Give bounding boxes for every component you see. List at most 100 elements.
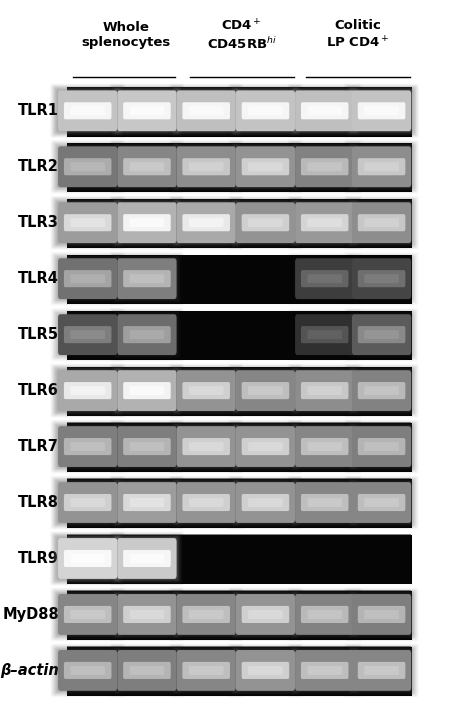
- FancyBboxPatch shape: [117, 426, 176, 467]
- FancyBboxPatch shape: [234, 425, 297, 469]
- FancyBboxPatch shape: [118, 147, 176, 186]
- FancyBboxPatch shape: [236, 91, 295, 131]
- FancyBboxPatch shape: [116, 89, 178, 132]
- FancyBboxPatch shape: [174, 424, 238, 469]
- FancyBboxPatch shape: [55, 535, 121, 582]
- FancyBboxPatch shape: [177, 147, 235, 186]
- FancyBboxPatch shape: [129, 666, 164, 675]
- FancyBboxPatch shape: [293, 480, 356, 525]
- FancyBboxPatch shape: [55, 88, 120, 134]
- FancyBboxPatch shape: [296, 91, 354, 130]
- FancyBboxPatch shape: [294, 650, 355, 691]
- FancyBboxPatch shape: [117, 146, 177, 187]
- FancyBboxPatch shape: [56, 145, 119, 189]
- FancyBboxPatch shape: [234, 481, 297, 524]
- FancyBboxPatch shape: [248, 498, 283, 507]
- FancyBboxPatch shape: [353, 483, 410, 522]
- FancyBboxPatch shape: [118, 539, 176, 578]
- FancyBboxPatch shape: [295, 314, 354, 355]
- FancyBboxPatch shape: [175, 202, 237, 244]
- FancyBboxPatch shape: [234, 480, 297, 525]
- FancyBboxPatch shape: [118, 371, 176, 410]
- FancyBboxPatch shape: [129, 218, 164, 228]
- FancyBboxPatch shape: [56, 201, 119, 244]
- FancyBboxPatch shape: [57, 426, 118, 467]
- FancyBboxPatch shape: [54, 535, 122, 582]
- FancyBboxPatch shape: [55, 200, 120, 246]
- FancyBboxPatch shape: [115, 593, 179, 636]
- FancyBboxPatch shape: [234, 369, 297, 412]
- FancyBboxPatch shape: [234, 89, 297, 132]
- FancyBboxPatch shape: [296, 483, 354, 522]
- FancyBboxPatch shape: [350, 201, 413, 245]
- FancyBboxPatch shape: [236, 91, 295, 131]
- FancyBboxPatch shape: [58, 314, 117, 355]
- FancyBboxPatch shape: [189, 162, 223, 171]
- FancyBboxPatch shape: [301, 382, 348, 399]
- FancyBboxPatch shape: [348, 87, 415, 134]
- FancyBboxPatch shape: [117, 315, 177, 355]
- FancyBboxPatch shape: [115, 89, 179, 132]
- FancyBboxPatch shape: [117, 426, 177, 467]
- FancyBboxPatch shape: [58, 258, 117, 299]
- FancyBboxPatch shape: [116, 537, 178, 580]
- FancyBboxPatch shape: [64, 270, 111, 287]
- FancyBboxPatch shape: [236, 146, 295, 187]
- FancyBboxPatch shape: [114, 368, 180, 413]
- FancyBboxPatch shape: [117, 91, 176, 131]
- FancyBboxPatch shape: [53, 534, 122, 582]
- FancyBboxPatch shape: [352, 594, 411, 634]
- FancyBboxPatch shape: [114, 536, 180, 582]
- FancyBboxPatch shape: [350, 369, 413, 412]
- FancyBboxPatch shape: [174, 144, 238, 189]
- FancyBboxPatch shape: [129, 274, 164, 283]
- FancyBboxPatch shape: [176, 370, 236, 411]
- FancyBboxPatch shape: [365, 274, 399, 283]
- FancyBboxPatch shape: [129, 162, 164, 171]
- Bar: [67, 366, 411, 415]
- FancyBboxPatch shape: [64, 382, 111, 399]
- FancyBboxPatch shape: [58, 426, 117, 467]
- FancyBboxPatch shape: [58, 146, 117, 187]
- FancyBboxPatch shape: [189, 107, 223, 115]
- FancyBboxPatch shape: [176, 426, 237, 467]
- FancyBboxPatch shape: [177, 483, 235, 522]
- FancyBboxPatch shape: [293, 89, 356, 132]
- FancyBboxPatch shape: [242, 214, 289, 231]
- FancyBboxPatch shape: [292, 200, 357, 246]
- FancyBboxPatch shape: [56, 89, 119, 132]
- FancyBboxPatch shape: [307, 666, 342, 675]
- FancyBboxPatch shape: [172, 87, 240, 135]
- FancyBboxPatch shape: [351, 426, 412, 467]
- FancyBboxPatch shape: [58, 594, 118, 634]
- FancyBboxPatch shape: [55, 536, 120, 582]
- FancyBboxPatch shape: [294, 202, 356, 244]
- FancyBboxPatch shape: [351, 482, 412, 523]
- FancyBboxPatch shape: [291, 87, 359, 135]
- FancyBboxPatch shape: [350, 649, 413, 692]
- FancyBboxPatch shape: [58, 650, 118, 690]
- FancyBboxPatch shape: [56, 425, 119, 469]
- Bar: [66, 198, 412, 248]
- FancyBboxPatch shape: [236, 370, 295, 411]
- FancyBboxPatch shape: [352, 202, 411, 243]
- FancyBboxPatch shape: [307, 218, 342, 228]
- FancyBboxPatch shape: [117, 538, 177, 579]
- FancyBboxPatch shape: [176, 146, 236, 187]
- FancyBboxPatch shape: [64, 102, 111, 120]
- FancyBboxPatch shape: [295, 650, 355, 690]
- FancyBboxPatch shape: [57, 370, 118, 411]
- FancyBboxPatch shape: [57, 537, 118, 580]
- FancyBboxPatch shape: [57, 482, 118, 523]
- FancyBboxPatch shape: [115, 369, 179, 413]
- FancyBboxPatch shape: [233, 424, 298, 469]
- FancyBboxPatch shape: [295, 202, 354, 243]
- Text: Whole
splenocytes: Whole splenocytes: [81, 21, 170, 49]
- FancyBboxPatch shape: [129, 386, 164, 395]
- FancyBboxPatch shape: [293, 369, 356, 412]
- FancyBboxPatch shape: [295, 426, 354, 467]
- FancyBboxPatch shape: [70, 330, 105, 339]
- FancyBboxPatch shape: [189, 386, 223, 395]
- FancyBboxPatch shape: [248, 162, 283, 171]
- FancyBboxPatch shape: [236, 202, 295, 243]
